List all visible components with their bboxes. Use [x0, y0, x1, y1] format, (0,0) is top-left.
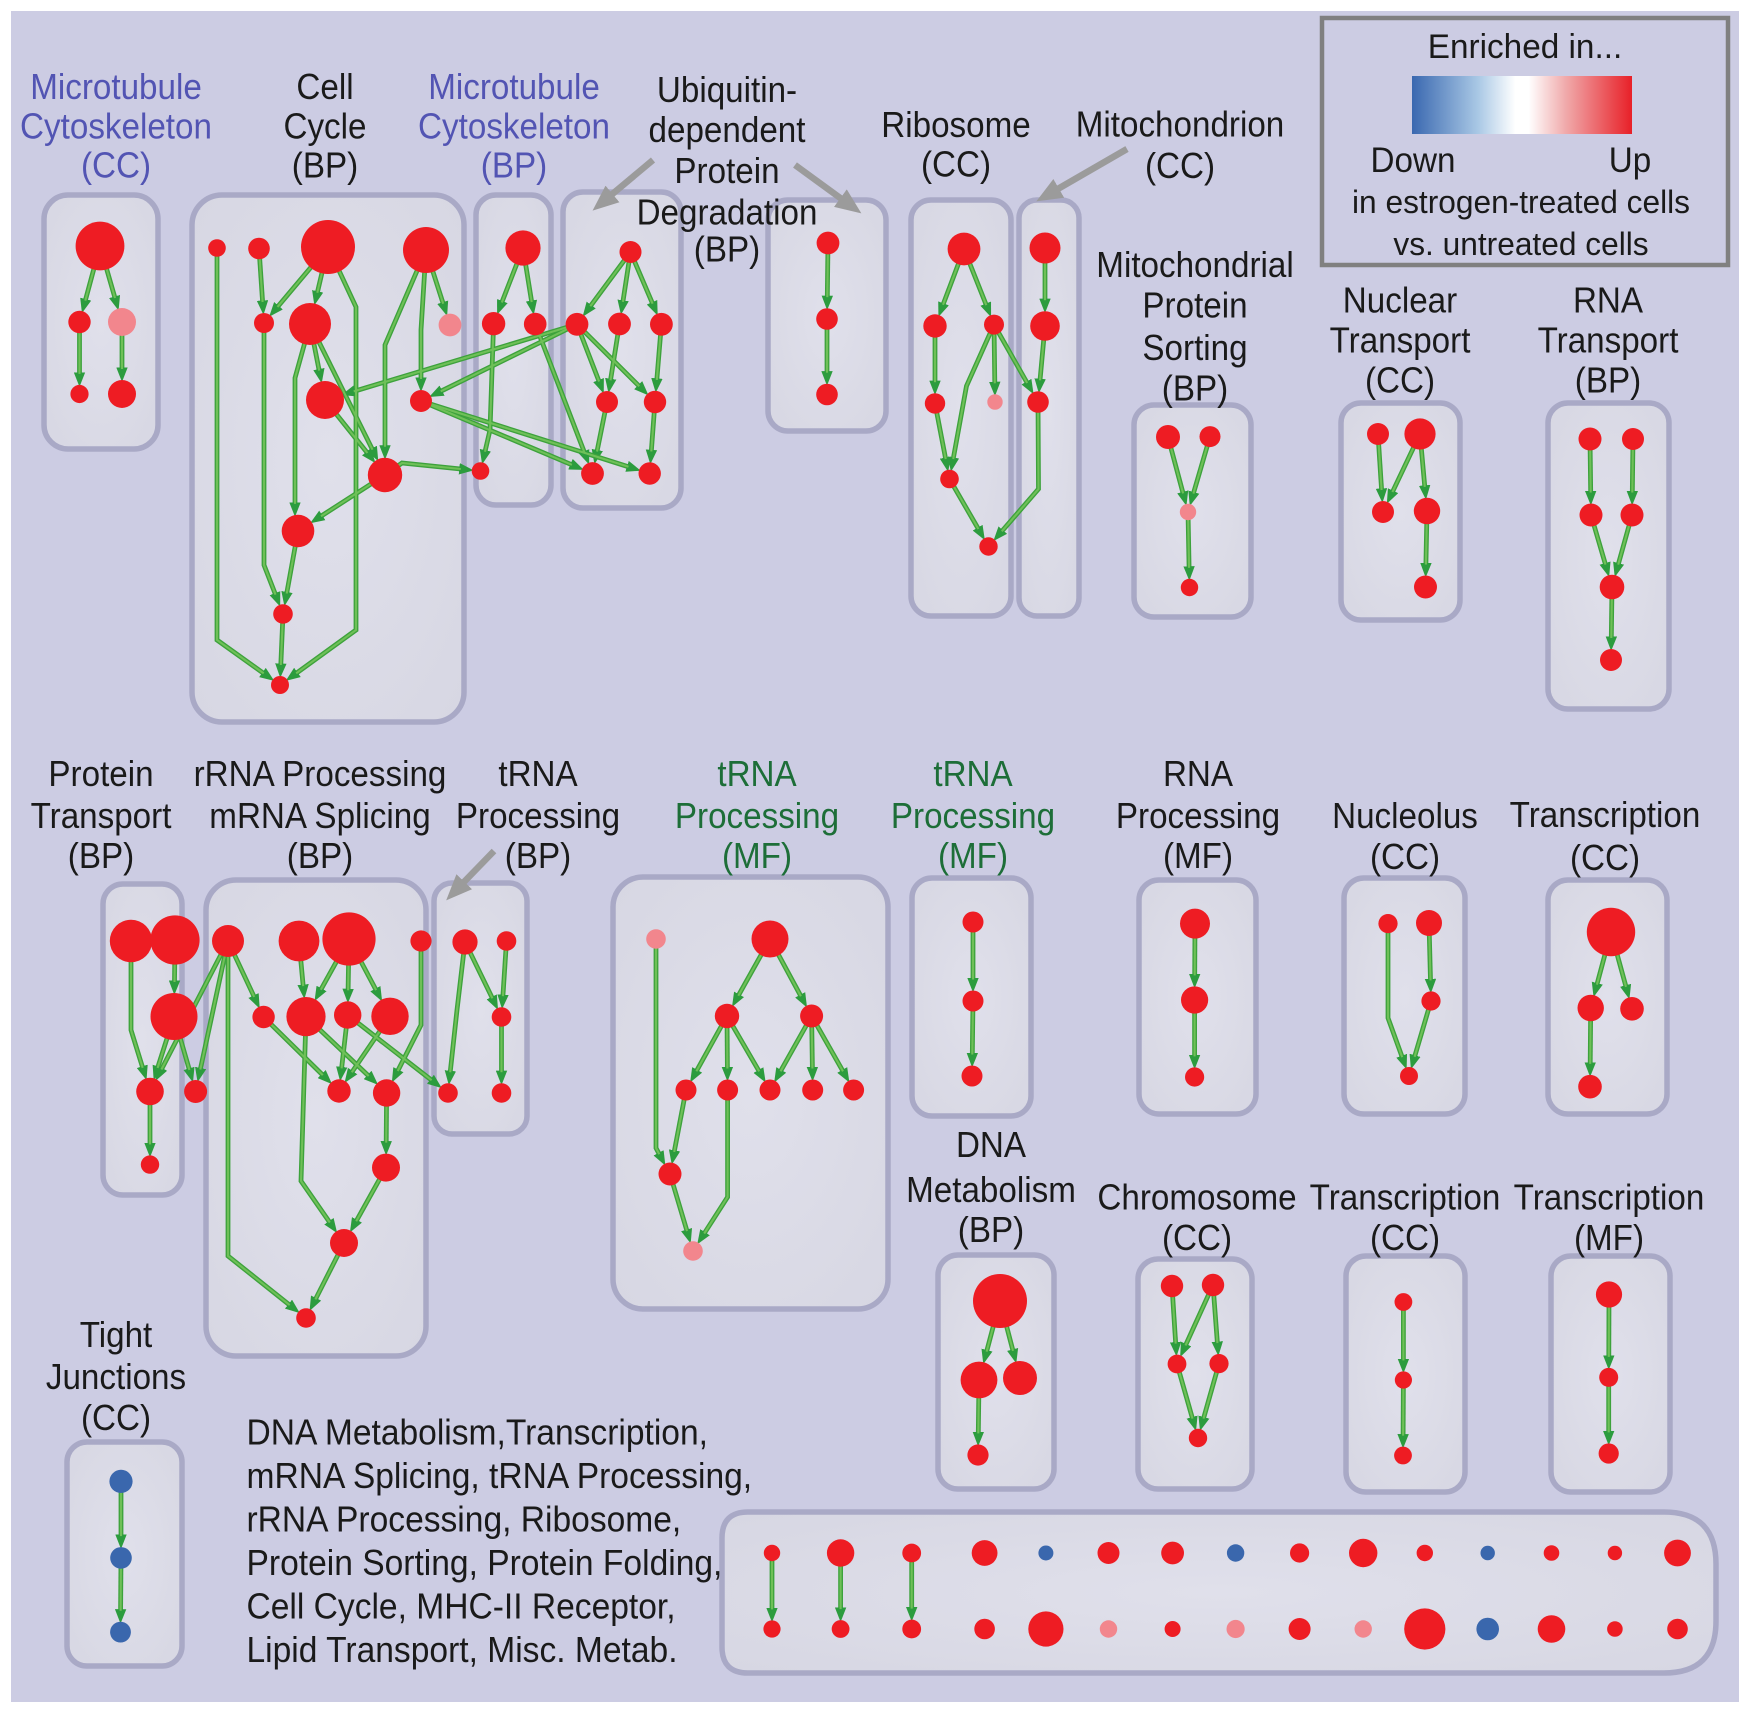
svg-text:Mitochondrial: Mitochondrial [1096, 245, 1293, 286]
svg-text:Microtubule: Microtubule [30, 67, 202, 108]
svg-text:Transport: Transport [1330, 320, 1471, 361]
svg-text:mRNA Splicing: mRNA Splicing [209, 796, 430, 837]
svg-text:(MF): (MF) [1574, 1218, 1644, 1259]
svg-text:(CC): (CC) [81, 145, 151, 186]
svg-text:Processing: Processing [675, 796, 839, 837]
svg-text:tRNA: tRNA [717, 754, 797, 795]
svg-text:(MF): (MF) [1163, 836, 1233, 877]
svg-text:Nucleolus: Nucleolus [1332, 796, 1478, 837]
svg-text:vs. untreated cells: vs. untreated cells [1393, 226, 1648, 262]
svg-text:Tight: Tight [80, 1315, 153, 1356]
svg-text:Ubiquitin-: Ubiquitin- [657, 70, 797, 111]
svg-text:(BP): (BP) [958, 1210, 1024, 1251]
svg-text:Protein: Protein [674, 151, 779, 192]
svg-text:Up: Up [1609, 141, 1651, 180]
svg-text:(BP): (BP) [287, 836, 353, 877]
svg-text:Cell: Cell [296, 67, 353, 108]
svg-text:(CC): (CC) [81, 1398, 151, 1439]
svg-text:(MF): (MF) [938, 836, 1008, 877]
svg-text:dependent: dependent [649, 110, 806, 151]
svg-text:(BP): (BP) [1162, 368, 1228, 409]
svg-text:DNA Metabolism,Transcription,: DNA Metabolism,Transcription, [247, 1412, 708, 1453]
svg-text:Lipid Transport, Misc. Metab.: Lipid Transport, Misc. Metab. [247, 1630, 678, 1671]
svg-text:(CC): (CC) [1162, 1218, 1232, 1259]
svg-text:Mitochondrion: Mitochondrion [1076, 104, 1285, 145]
svg-text:(CC): (CC) [1145, 146, 1215, 187]
svg-text:(CC): (CC) [1370, 837, 1440, 878]
svg-text:rRNA Processing: rRNA Processing [194, 754, 447, 795]
svg-text:Processing: Processing [456, 796, 620, 837]
svg-text:Cytoskeleton: Cytoskeleton [418, 106, 610, 147]
svg-text:(BP): (BP) [505, 836, 571, 877]
svg-text:DNA: DNA [956, 1125, 1027, 1166]
svg-text:(BP): (BP) [694, 229, 760, 270]
svg-text:(BP): (BP) [68, 836, 134, 877]
svg-text:Protein Sorting, Protein Foldi: Protein Sorting, Protein Folding, [247, 1543, 723, 1584]
svg-text:Cell Cycle, MHC-II Receptor,: Cell Cycle, MHC-II Receptor, [247, 1586, 676, 1627]
svg-text:(BP): (BP) [1575, 360, 1641, 401]
svg-text:(CC): (CC) [1570, 838, 1640, 879]
svg-text:Down: Down [1371, 141, 1456, 180]
svg-text:Metabolism: Metabolism [906, 1170, 1076, 1211]
svg-text:in estrogen-treated cells: in estrogen-treated cells [1352, 184, 1690, 220]
svg-text:Processing: Processing [1116, 796, 1280, 837]
svg-text:Enriched in...: Enriched in... [1428, 29, 1622, 66]
svg-text:Cytoskeleton: Cytoskeleton [20, 106, 212, 147]
svg-text:tRNA: tRNA [933, 754, 1013, 795]
svg-text:Processing: Processing [891, 796, 1055, 837]
svg-text:Protein: Protein [1142, 285, 1247, 326]
svg-text:Cycle: Cycle [283, 106, 366, 147]
svg-text:tRNA: tRNA [498, 754, 578, 795]
svg-text:Chromosome: Chromosome [1097, 1177, 1296, 1218]
svg-text:rRNA Processing, Ribosome,: rRNA Processing, Ribosome, [247, 1499, 682, 1540]
svg-text:Degradation: Degradation [637, 192, 818, 233]
svg-text:Sorting: Sorting [1142, 328, 1247, 369]
svg-text:Transcription: Transcription [1510, 795, 1701, 836]
svg-text:Nuclear: Nuclear [1343, 280, 1458, 321]
svg-text:Transport: Transport [1538, 320, 1679, 361]
svg-text:(CC): (CC) [1365, 360, 1435, 401]
svg-text:RNA: RNA [1573, 280, 1644, 321]
svg-text:mRNA Splicing, tRNA Processing: mRNA Splicing, tRNA Processing, [247, 1456, 753, 1497]
svg-text:(BP): (BP) [292, 145, 358, 186]
svg-text:Transport: Transport [31, 796, 172, 837]
svg-text:RNA: RNA [1163, 754, 1234, 795]
svg-text:Microtubule: Microtubule [428, 67, 600, 108]
svg-text:Protein: Protein [48, 754, 153, 795]
svg-text:Junctions: Junctions [46, 1357, 186, 1398]
svg-text:(BP): (BP) [481, 145, 547, 186]
svg-text:(CC): (CC) [1370, 1218, 1440, 1259]
svg-text:(CC): (CC) [921, 144, 991, 185]
svg-text:Transcription: Transcription [1310, 1177, 1501, 1218]
svg-text:Transcription: Transcription [1514, 1177, 1705, 1218]
svg-text:Ribosome: Ribosome [881, 105, 1030, 146]
svg-text:(MF): (MF) [722, 836, 792, 877]
